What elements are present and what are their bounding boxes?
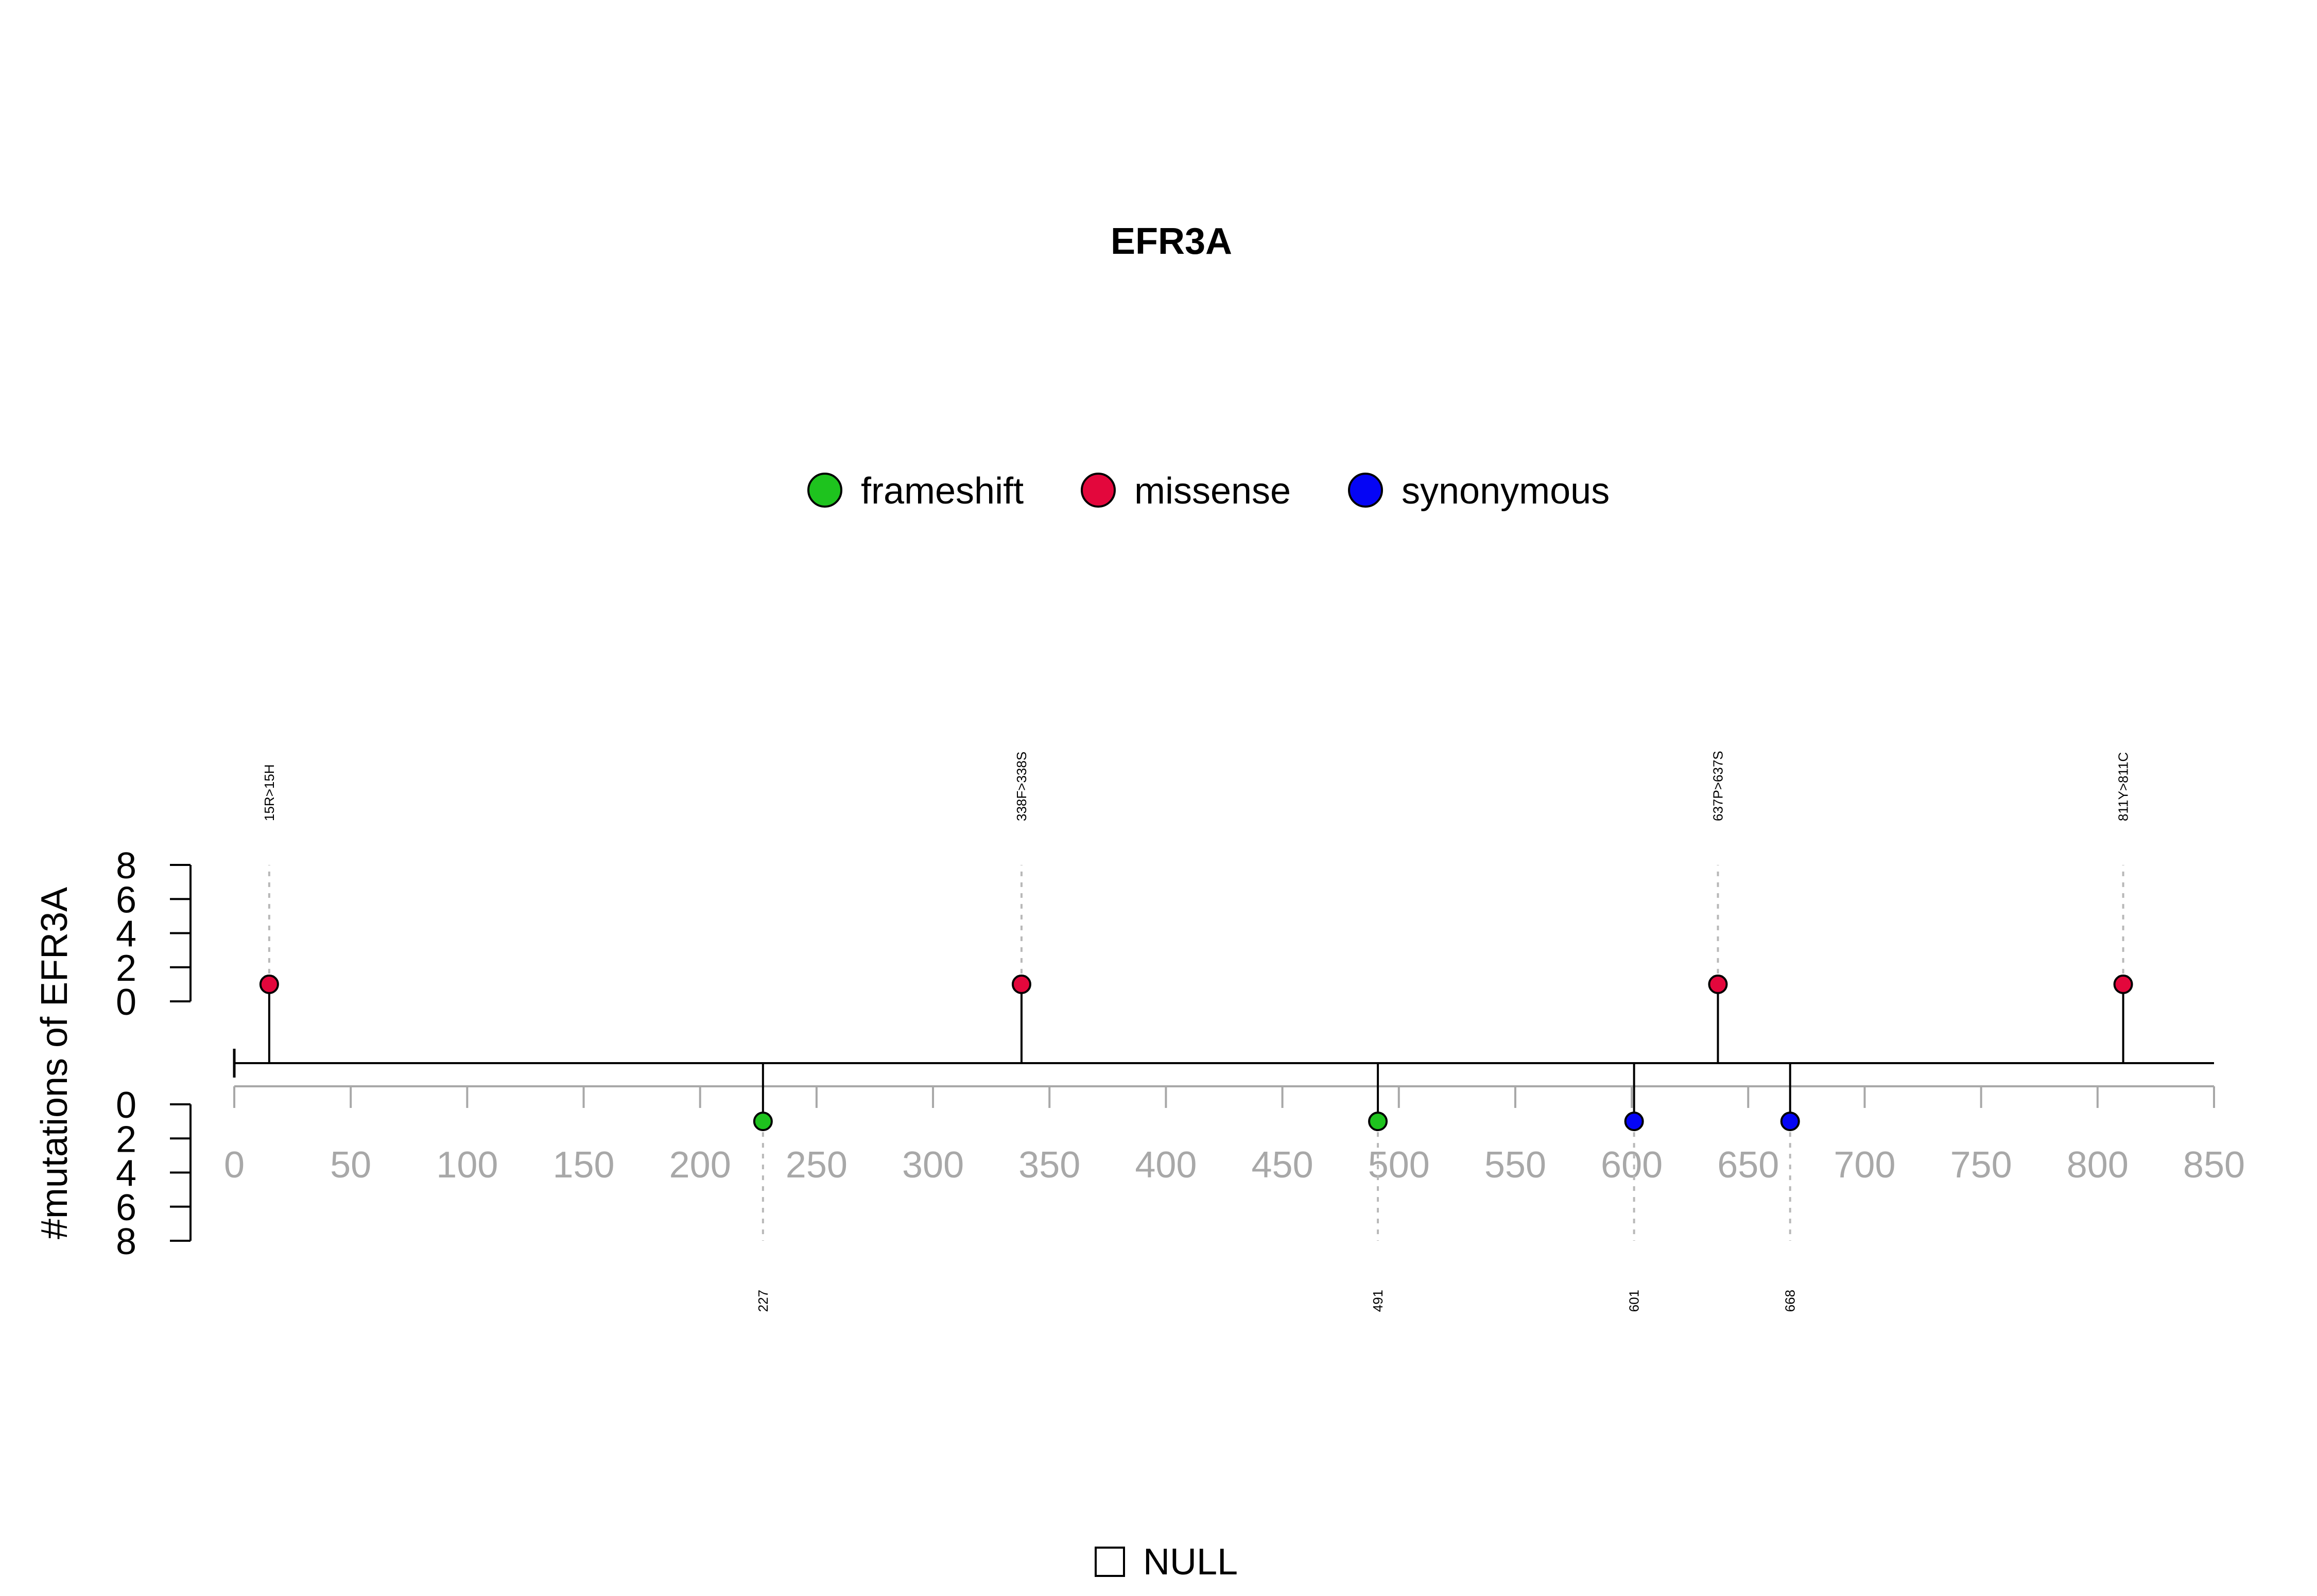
x-tick-label: 850	[2183, 1144, 2245, 1186]
legend-label-frameshift: frameshift	[861, 471, 1024, 512]
x-tick-label: 700	[1834, 1144, 1895, 1186]
null-legend-label: NULL	[1143, 1541, 1238, 1583]
y-tick-label-top: 2	[116, 948, 136, 989]
legend-marker-missense	[1081, 473, 1116, 508]
mutation-491: 491	[1368, 1063, 1388, 1312]
protein-backbone	[233, 1049, 2214, 1078]
y-tick-label-bottom: 8	[116, 1221, 136, 1262]
y-tick-label-bottom: 2	[116, 1119, 136, 1160]
mutation-227: 227	[753, 1063, 773, 1312]
mutation-label: 491	[1370, 1290, 1386, 1312]
mutation-point	[259, 974, 279, 994]
x-tick-label: 300	[902, 1144, 964, 1186]
mutation-811Y>811C: 811Y>811C	[2113, 752, 2133, 1063]
x-tick-label: 50	[330, 1144, 371, 1186]
x-axis: 0 50 100 150 200 250 300 350 400 450 500 550 600 650 7…	[224, 1085, 2245, 1186]
mutation-point	[753, 1112, 773, 1132]
x-tick-label: 550	[1484, 1144, 1546, 1186]
mutation-point	[1780, 1112, 1800, 1132]
mutations: 15R>15H 338F>338S 637P>637S 811Y>811C 227 491…	[259, 751, 2133, 1312]
y-tick-label-top: 4	[116, 914, 136, 955]
mutation-label: 338F>338S	[1014, 752, 1029, 821]
mutation-637P>637S: 637P>637S	[1708, 751, 1728, 1063]
legend-marker-synonymous	[1348, 473, 1383, 508]
mutation-point	[1368, 1112, 1388, 1132]
legend-label-missense: missense	[1134, 471, 1291, 512]
y-tick-label-top: 0	[116, 982, 136, 1023]
mutation-label: 15R>15H	[262, 764, 277, 821]
y-tick-label-top: 6	[116, 879, 136, 921]
y-axis-label: #mutations of EFR3A	[34, 887, 75, 1239]
x-tick-label: 750	[1950, 1144, 2012, 1186]
x-tick-label: 0	[224, 1144, 245, 1186]
mutation-point	[1624, 1112, 1644, 1132]
mutation-338F>338S: 338F>338S	[1011, 752, 1031, 1063]
x-tick-label: 800	[2067, 1144, 2129, 1186]
mutation-668: 668	[1780, 1063, 1800, 1312]
x-tick-label: 650	[1717, 1144, 1779, 1186]
bottom-legend: NULL	[1095, 1541, 1238, 1583]
x-tick-label: 150	[552, 1144, 614, 1186]
mutation-15R>15H: 15R>15H	[259, 764, 279, 1063]
x-tick-label: 450	[1252, 1144, 1313, 1186]
mutation-label: 601	[1627, 1290, 1642, 1312]
mutation-601: 601	[1624, 1063, 1644, 1312]
legend-marker-frameshift	[807, 473, 842, 508]
mutation-label: 227	[755, 1290, 771, 1312]
y-tick-label-top: 8	[116, 845, 136, 887]
y-tick-label-bottom: 0	[116, 1085, 136, 1126]
mutation-point	[2113, 974, 2133, 994]
x-tick-label: 200	[669, 1144, 731, 1186]
x-tick-label: 100	[436, 1144, 498, 1186]
legend: frameshift missense synonymous	[807, 471, 1610, 512]
y-tick-label-bottom: 6	[116, 1187, 136, 1228]
mutation-point	[1011, 974, 1031, 994]
x-tick-label: 600	[1601, 1144, 1663, 1186]
mutation-label: 668	[1783, 1290, 1798, 1312]
mutation-label: 811Y>811C	[2116, 752, 2131, 821]
y-tick-label-bottom: 4	[116, 1153, 136, 1194]
null-legend-box	[1095, 1547, 1125, 1577]
x-tick-label: 250	[786, 1144, 848, 1186]
chart-title: EFR3A	[1111, 221, 1232, 262]
x-tick-label: 350	[1018, 1144, 1080, 1186]
x-tick-label: 400	[1135, 1144, 1197, 1186]
mutation-point	[1708, 974, 1728, 994]
legend-label-synonymous: synonymous	[1402, 471, 1610, 512]
mutation-label: 637P>637S	[1710, 751, 1725, 821]
